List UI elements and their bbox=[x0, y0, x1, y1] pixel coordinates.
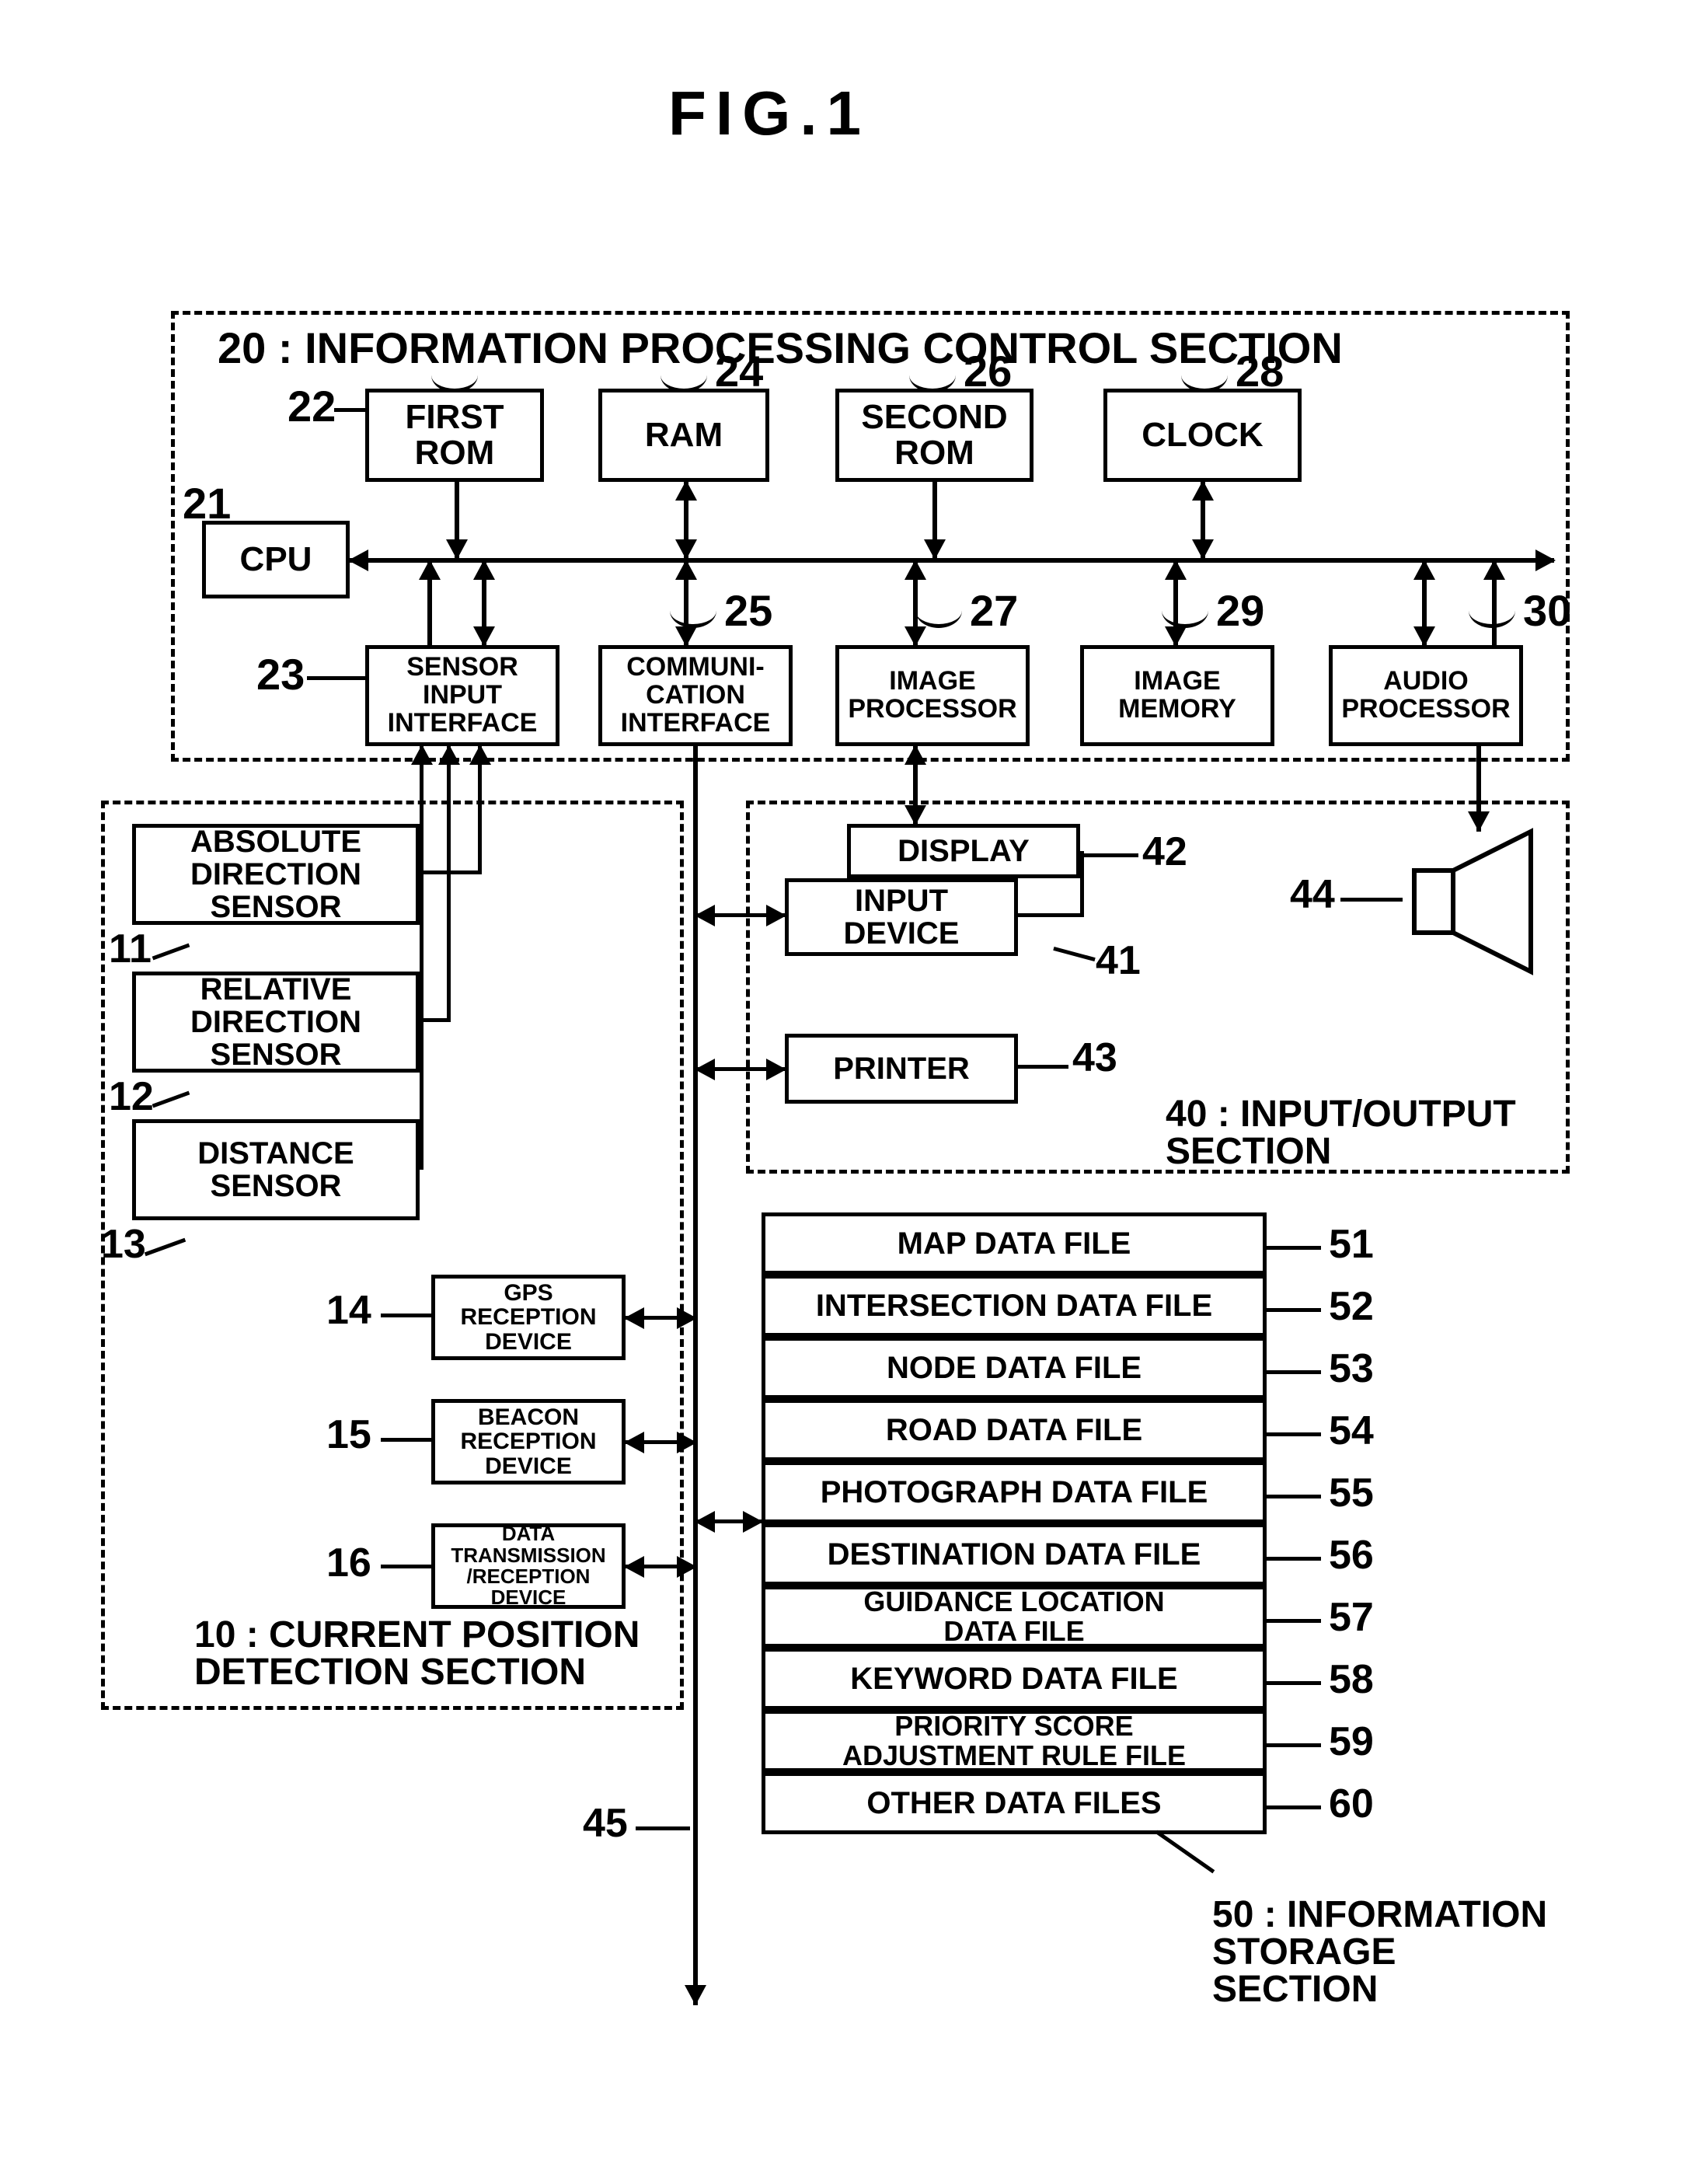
block-clock: CLOCK bbox=[1103, 389, 1302, 482]
ref-54: 54 bbox=[1329, 1411, 1374, 1451]
block-beacon: BEACON RECEPTION DEVICE bbox=[431, 1399, 626, 1484]
file-58: KEYWORD DATA FILE bbox=[762, 1648, 1267, 1710]
file-54: ROAD DATA FILE bbox=[762, 1399, 1267, 1461]
block-distance-sensor: DISTANCE SENSOR bbox=[132, 1119, 420, 1220]
ref-43: 43 bbox=[1072, 1038, 1117, 1078]
block-absolute-direction-sensor: ABSOLUTE DIRECTION SENSOR bbox=[132, 824, 420, 925]
ref-60: 60 bbox=[1329, 1784, 1374, 1824]
block-data-trx: DATA TRANSMISSION /RECEPTION DEVICE bbox=[431, 1523, 626, 1609]
ref-51: 51 bbox=[1329, 1224, 1374, 1265]
ref-13: 13 bbox=[101, 1224, 146, 1265]
file-57: GUIDANCE LOCATION DATA FILE bbox=[762, 1586, 1267, 1648]
speaker-icon bbox=[1399, 824, 1554, 979]
block-second-rom: SECOND ROM bbox=[835, 389, 1033, 482]
block-display: DISPLAY bbox=[847, 824, 1080, 878]
block-ram: RAM bbox=[598, 389, 769, 482]
block-relative-direction-sensor: RELATIVE DIRECTION SENSOR bbox=[132, 972, 420, 1073]
block-first-rom: FIRST ROM bbox=[365, 389, 544, 482]
ref-27: 27 bbox=[970, 589, 1018, 633]
main-bus bbox=[350, 558, 1554, 563]
file-60: OTHER DATA FILES bbox=[762, 1772, 1267, 1834]
ref-22: 22 bbox=[288, 385, 336, 428]
ref-59: 59 bbox=[1329, 1722, 1374, 1762]
section-20-ref: 20 : INFORMATION PROCESSING CONTROL SECT… bbox=[218, 326, 1343, 370]
ref-21: 21 bbox=[183, 482, 231, 525]
figure-title: FIG.1 bbox=[668, 78, 870, 149]
section-40-label: 40 : INPUT/OUTPUT SECTION bbox=[1166, 1096, 1516, 1170]
block-image-memory: IMAGE MEMORY bbox=[1080, 645, 1274, 746]
block-audio-processor: AUDIO PROCESSOR bbox=[1329, 645, 1523, 746]
ref-26: 26 bbox=[964, 350, 1012, 393]
ref-53: 53 bbox=[1329, 1348, 1374, 1389]
block-input-device: INPUT DEVICE bbox=[785, 878, 1018, 956]
ref-58: 58 bbox=[1329, 1659, 1374, 1700]
file-53: NODE DATA FILE bbox=[762, 1337, 1267, 1399]
block-communication-interface: COMMUNI- CATION INTERFACE bbox=[598, 645, 793, 746]
ref-42: 42 bbox=[1142, 832, 1187, 872]
block-sensor-input-interface: SENSOR INPUT INTERFACE bbox=[365, 645, 559, 746]
ref-41: 41 bbox=[1096, 940, 1141, 981]
block-cpu: CPU bbox=[202, 521, 350, 598]
ref-45: 45 bbox=[583, 1803, 628, 1844]
section-50-label: 50 : INFORMATION STORAGE SECTION bbox=[1212, 1896, 1547, 2008]
ref-25: 25 bbox=[724, 589, 772, 633]
bus-45 bbox=[693, 746, 698, 2005]
file-55: PHOTOGRAPH DATA FILE bbox=[762, 1461, 1267, 1523]
ref-44: 44 bbox=[1290, 874, 1335, 915]
ref-16: 16 bbox=[326, 1543, 371, 1583]
ref-30: 30 bbox=[1523, 589, 1571, 633]
file-51: MAP DATA FILE bbox=[762, 1212, 1267, 1275]
file-56: DESTINATION DATA FILE bbox=[762, 1523, 1267, 1586]
ref-52: 52 bbox=[1329, 1286, 1374, 1327]
file-59: PRIORITY SCORE ADJUSTMENT RULE FILE bbox=[762, 1710, 1267, 1772]
block-gps: GPS RECEPTION DEVICE bbox=[431, 1275, 626, 1360]
ref-23: 23 bbox=[256, 653, 305, 696]
file-52: INTERSECTION DATA FILE bbox=[762, 1275, 1267, 1337]
ref-55: 55 bbox=[1329, 1473, 1374, 1513]
ref-11: 11 bbox=[109, 929, 152, 969]
ref-29: 29 bbox=[1216, 589, 1264, 633]
ref-14: 14 bbox=[326, 1290, 371, 1331]
block-printer: PRINTER bbox=[785, 1034, 1018, 1104]
ref-24: 24 bbox=[715, 350, 763, 393]
section-10-label: 10 : CURRENT POSITION DETECTION SECTION bbox=[194, 1617, 640, 1691]
ref-56: 56 bbox=[1329, 1535, 1374, 1575]
ref-57: 57 bbox=[1329, 1597, 1374, 1638]
ref-15: 15 bbox=[326, 1415, 371, 1455]
ref-12: 12 bbox=[109, 1076, 154, 1117]
diagram-canvas: FIG.1 20 : INFORMATION PROCESSING CONTRO… bbox=[0, 0, 1694, 2184]
block-image-processor: IMAGE PROCESSOR bbox=[835, 645, 1030, 746]
ref-28: 28 bbox=[1236, 350, 1284, 393]
